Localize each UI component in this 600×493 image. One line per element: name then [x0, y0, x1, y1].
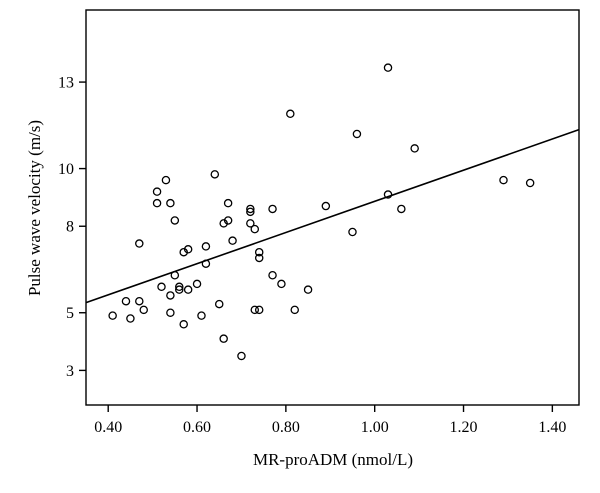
data-point [246, 207, 255, 217]
data-point [348, 227, 357, 237]
data-point [397, 204, 406, 214]
data-point [383, 63, 393, 72]
data-point [321, 201, 331, 211]
data-point [175, 285, 184, 294]
y-tick-label: 13 [58, 75, 74, 92]
data-point [290, 305, 299, 315]
data-point [126, 314, 135, 323]
data-point [210, 170, 220, 179]
data-point [197, 311, 206, 320]
data-point [228, 236, 237, 245]
regression-line [85, 128, 580, 304]
data-point [254, 305, 264, 315]
y-tick-label: 8 [66, 219, 74, 236]
data-point [201, 242, 211, 251]
x-tick-label: 0.80 [272, 419, 300, 436]
data-point [170, 216, 180, 225]
regression-line-group [85, 128, 580, 304]
x-tick-label: 0.40 [94, 419, 122, 436]
data-point [166, 291, 175, 300]
data-point [223, 198, 233, 208]
data-point [383, 190, 393, 199]
data-point [135, 239, 144, 248]
data-point [192, 279, 202, 289]
data-point [525, 178, 535, 188]
data-point [250, 224, 260, 234]
x-axis: 0.40 0.60 0.80 1.00 1.20 1.40 [94, 405, 566, 436]
data-point [303, 285, 313, 294]
plot-frame [85, 9, 580, 406]
data-point [214, 299, 224, 309]
data-point [499, 175, 508, 185]
data-point [254, 253, 264, 263]
data-point [135, 296, 144, 306]
data-point [152, 198, 162, 208]
data-point [277, 279, 286, 289]
data-point [223, 216, 233, 225]
data-point [152, 187, 162, 196]
data-point [286, 109, 295, 119]
data-point [183, 285, 193, 294]
data-point [268, 204, 277, 214]
data-point [161, 175, 171, 185]
data-point [268, 271, 277, 280]
data-point [254, 247, 264, 257]
data-point [246, 219, 255, 228]
data-point [183, 245, 193, 254]
y-tick-label: 3 [66, 363, 74, 380]
x-axis-title: MR-proADM (nmol/L) [253, 450, 413, 469]
data-point [237, 351, 246, 361]
data-point [166, 308, 175, 317]
x-tick-label: 0.60 [183, 419, 211, 436]
x-tick-label: 1.20 [450, 419, 478, 436]
data-point [250, 305, 260, 315]
y-tick-label: 10 [58, 161, 74, 178]
data-point [108, 311, 117, 320]
x-tick-label: 1.40 [538, 419, 566, 436]
data-point [139, 305, 148, 315]
y-axis: 3 5 8 10 13 [58, 75, 86, 380]
data-point [410, 144, 419, 153]
data-point [246, 204, 255, 214]
data-point [179, 320, 188, 329]
y-axis-title: Pulse wave velocity (m/s) [25, 120, 44, 296]
data-points [108, 63, 535, 361]
data-point [219, 334, 228, 343]
data-point [352, 129, 362, 139]
data-point [121, 296, 131, 306]
data-point [175, 282, 184, 292]
y-tick-label: 5 [66, 305, 74, 322]
data-point [157, 282, 166, 292]
data-point [166, 198, 175, 208]
x-tick-label: 1.00 [361, 419, 389, 436]
